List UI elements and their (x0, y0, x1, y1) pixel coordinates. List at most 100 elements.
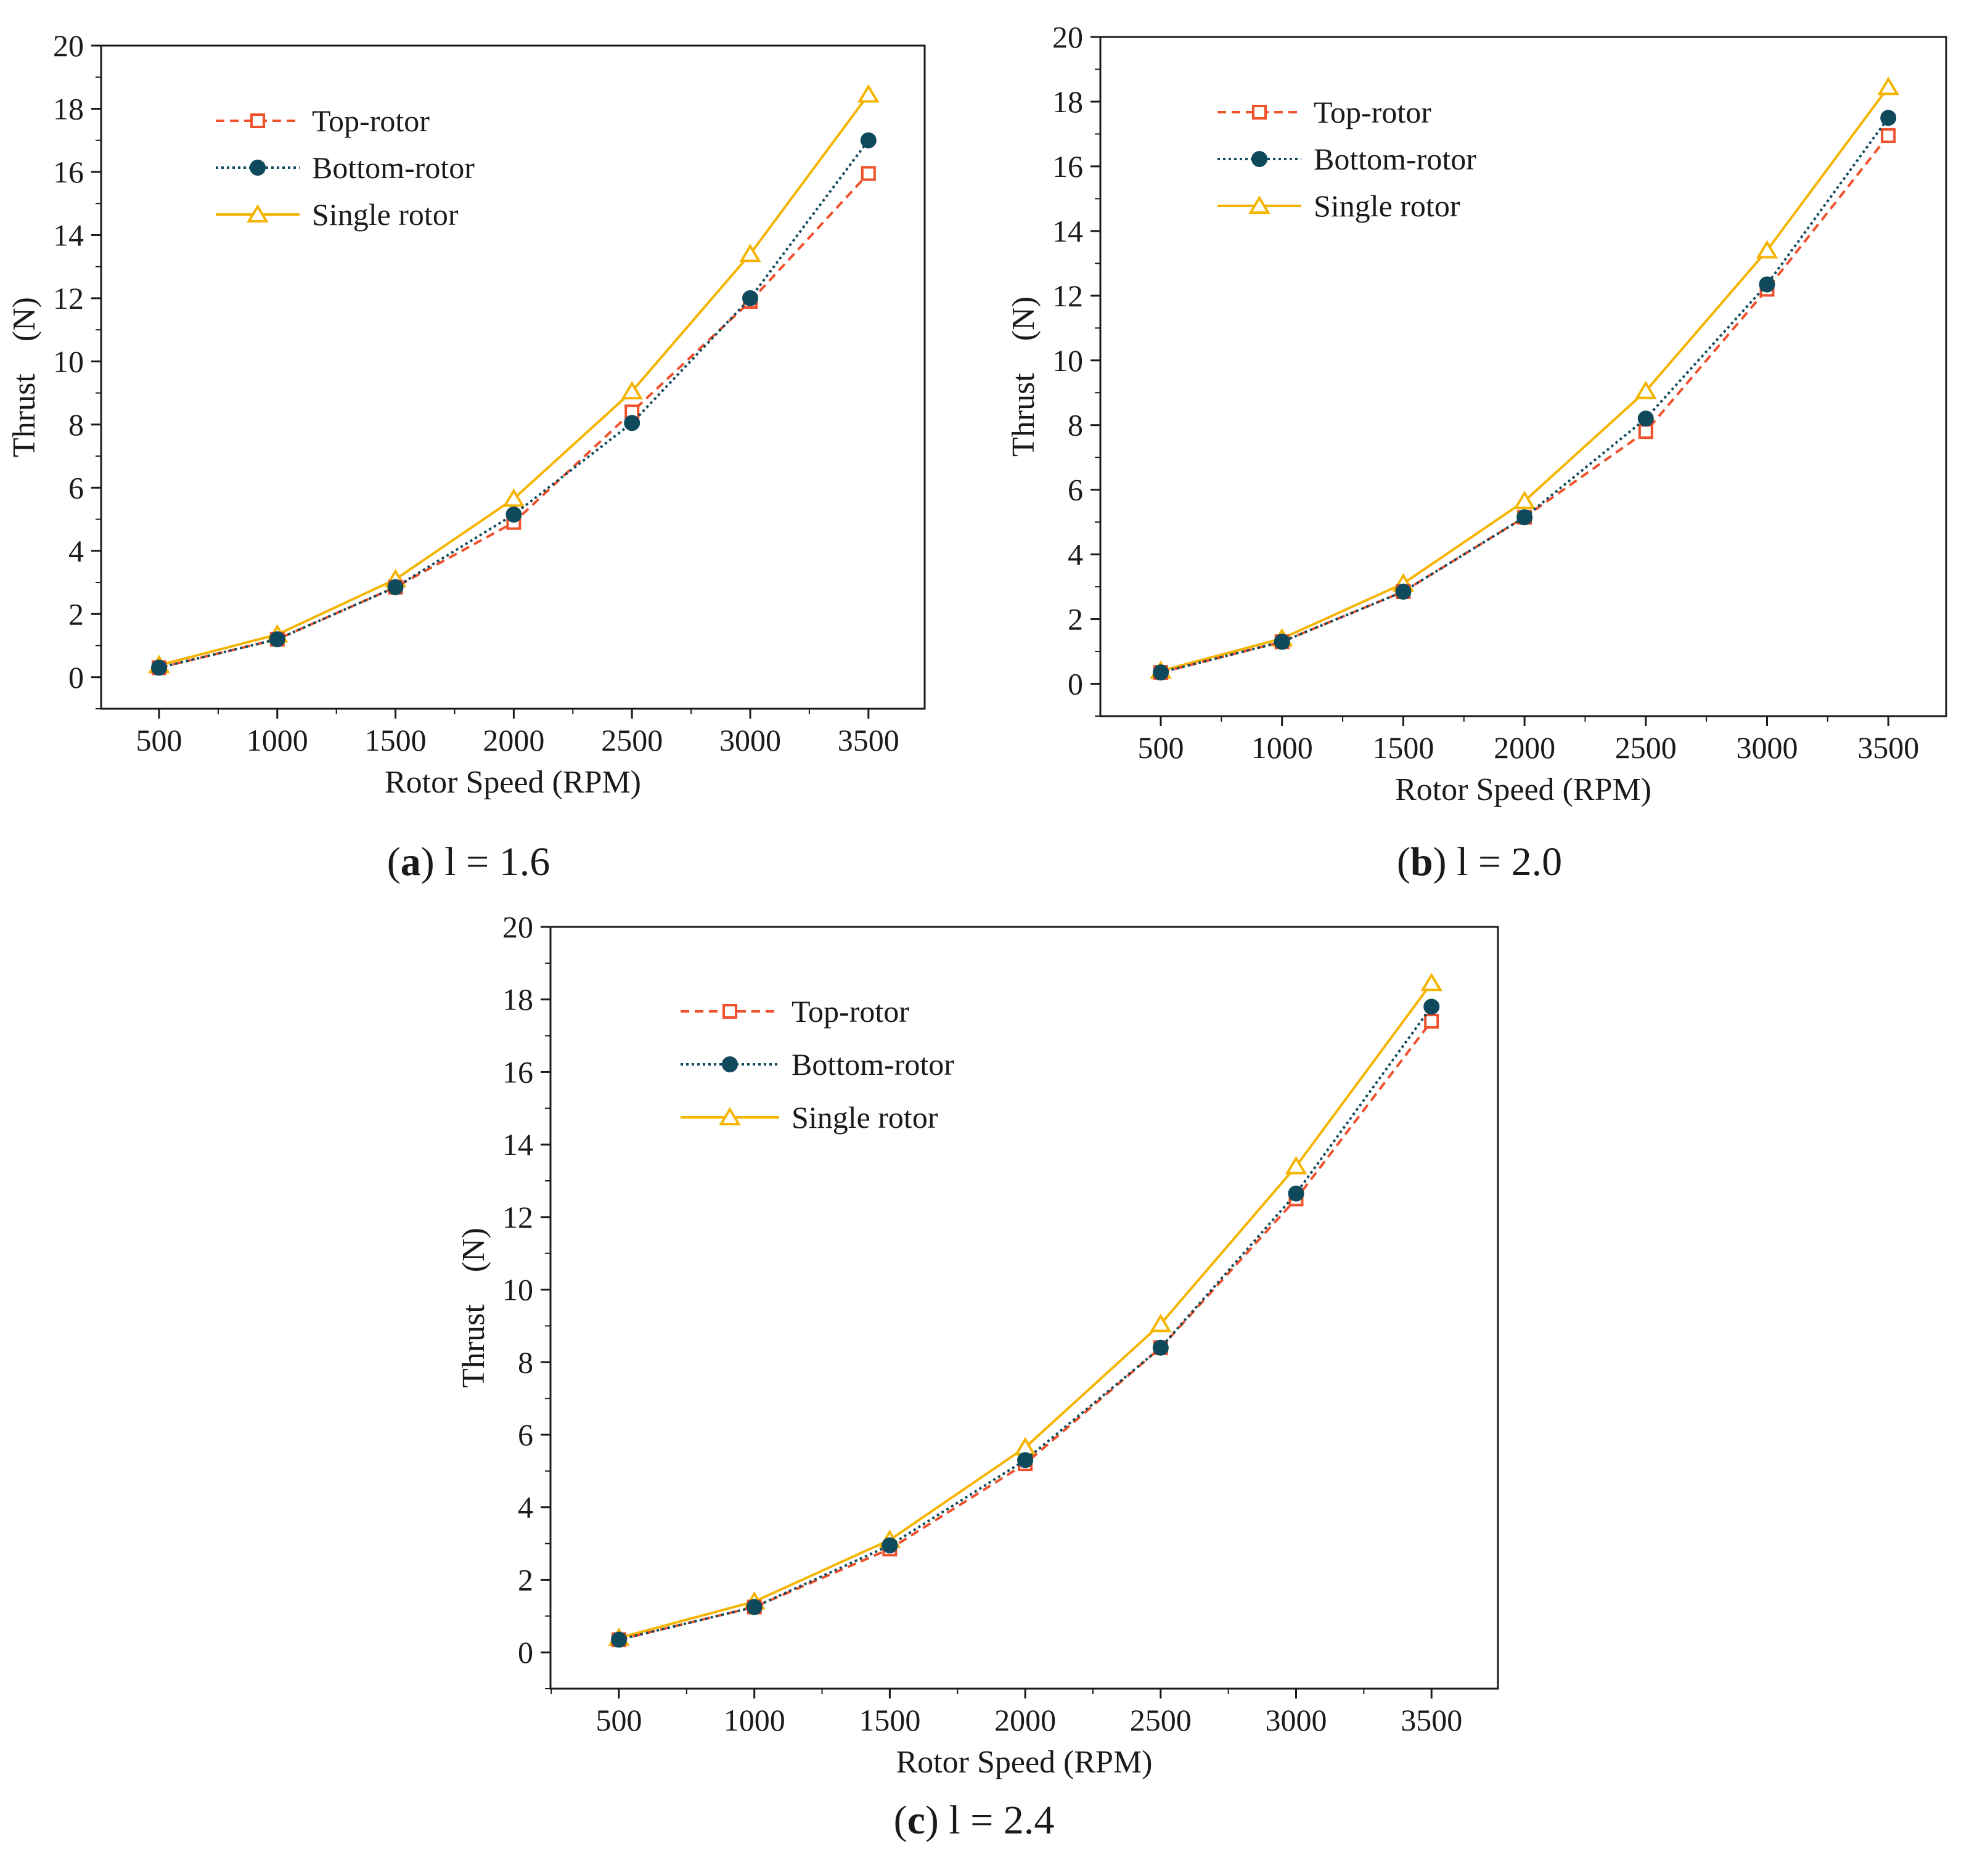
x-tick-label: 500 (1138, 730, 1184, 765)
single-rotor-point (857, 84, 880, 103)
series-single-rotor (1150, 76, 1900, 679)
y-tick-label: 12 (53, 281, 84, 316)
legend-top-rotor-marker (250, 113, 265, 128)
y-tick-label: 8 (68, 407, 84, 442)
legend-single-rotor-marker (247, 204, 269, 223)
y-tick-label: 16 (502, 1054, 533, 1089)
top-rotor-point (1881, 128, 1896, 144)
single-rotor-point (1420, 973, 1443, 992)
bottom-rotor-point (860, 132, 877, 149)
series-bottom-rotor (1153, 110, 1897, 681)
chart-panel-c: 0 2 4 6 8 10 12 14 16 18 20 500 1000 1500 2000 2500 3000… (456, 910, 1499, 1843)
caption-letter: a (401, 839, 421, 884)
plot-frame (1099, 36, 1947, 717)
panel-caption: (c) l = 2.4 (894, 1798, 1055, 1843)
legend-bottom-rotor-label: Bottom-rotor (312, 150, 475, 185)
y-tick-label: 4 (518, 1490, 533, 1525)
y-tick-label: 6 (1068, 473, 1083, 507)
bottom-rotor-point (1423, 998, 1440, 1015)
plot-frame (100, 44, 926, 710)
bottom-rotor-point (151, 659, 167, 676)
bottom-rotor-point (269, 631, 285, 648)
single-rotor-point (1285, 1156, 1307, 1175)
plot-frame (549, 926, 1499, 1690)
single-rotor-point (1877, 76, 1900, 96)
x-tick-label: 1500 (365, 723, 427, 757)
series-single-rotor (608, 973, 1443, 1646)
x-tick-label: 2000 (994, 1703, 1056, 1737)
legend-top-rotor-label: Top-rotor (312, 104, 430, 138)
x-tick-label: 1000 (1251, 730, 1313, 765)
top-rotor-line (618, 1020, 1433, 1641)
bottom-rotor-point (1017, 1452, 1034, 1469)
y-tick-label: 20 (502, 910, 533, 944)
caption-text: l = 2.0 (1457, 839, 1562, 884)
y-axis-title: Thrust (N) (7, 297, 42, 457)
top-rotor-point (1638, 424, 1653, 439)
x-tick-label: 3000 (1266, 1703, 1327, 1737)
single-rotor-point (502, 488, 525, 507)
x-tick-label: 3000 (719, 723, 781, 757)
bottom-rotor-point (505, 506, 522, 523)
series-top-rotor (152, 166, 876, 675)
x-tick-label: 3500 (838, 723, 899, 757)
x-tick-label: 1500 (1372, 730, 1434, 765)
y-axis-title: Thrust (N) (1006, 296, 1041, 457)
single-rotor-point (739, 243, 761, 263)
legend-single-rotor-label: Single rotor (312, 197, 459, 232)
x-tick-label: 3000 (1737, 730, 1798, 765)
top-rotor-point (861, 166, 876, 181)
legend-top-rotor-marker (722, 1004, 737, 1019)
bottom-rotor-point (1880, 110, 1897, 126)
y-tick-label: 2 (1068, 602, 1083, 637)
y-tick-label: 12 (1052, 279, 1083, 313)
y-tick-label: 8 (518, 1345, 533, 1379)
y-tick-label: 0 (1068, 667, 1083, 701)
y-tick-label: 4 (68, 534, 84, 568)
x-tick-label: 2500 (1615, 730, 1677, 765)
bottom-rotor-line (618, 1006, 1433, 1641)
x-tick-label: 1500 (859, 1703, 920, 1737)
legend-single-rotor-marker (719, 1107, 741, 1126)
y-tick-label: 12 (502, 1200, 533, 1234)
legend-top-rotor-marker (1252, 105, 1267, 120)
y-tick-label: 2 (518, 1562, 533, 1597)
legend-bottom-rotor-marker (722, 1056, 738, 1072)
bottom-rotor-point (742, 290, 758, 306)
panel-caption: (a) l = 1.6 (387, 839, 550, 884)
y-tick-label: 20 (53, 28, 84, 63)
legend-bottom-rotor-marker (250, 160, 266, 176)
x-tick-label: 2000 (483, 723, 544, 757)
legend-single-rotor-marker (1248, 195, 1270, 214)
y-tick-label: 20 (1052, 20, 1083, 54)
top-rotor-point (1424, 1014, 1439, 1029)
single-rotor-point (621, 381, 644, 400)
y-tick-label: 14 (502, 1127, 533, 1162)
y-tick-label: 4 (1068, 537, 1083, 572)
single-rotor-point (1513, 491, 1536, 510)
y-tick-label: 2 (68, 597, 84, 631)
y-tick-label: 6 (68, 470, 84, 505)
bottom-rotor-point (387, 579, 404, 595)
legend-bottom-rotor-label: Bottom-rotor (792, 1047, 954, 1082)
y-axis-title: Thrust (N) (456, 1228, 491, 1388)
bottom-rotor-point (1759, 276, 1775, 293)
series-bottom-rotor (151, 132, 877, 676)
chart-panel-a: 0 2 4 6 8 10 12 14 16 18 20 500 1000 1500 2000 2500 3000… (7, 28, 926, 884)
y-tick-label: 6 (518, 1417, 533, 1452)
x-tick-label: 3500 (1401, 1703, 1462, 1737)
y-tick-label: 10 (53, 344, 84, 378)
single-rotor-point (1149, 1313, 1172, 1332)
x-tick-label: 500 (596, 1703, 642, 1737)
y-tick-label: 16 (1052, 149, 1083, 184)
bottom-rotor-point (1288, 1185, 1304, 1202)
bottom-rotor-point (1274, 634, 1290, 650)
y-tick-label: 10 (502, 1273, 533, 1307)
top-rotor-line (1160, 134, 1889, 674)
x-tick-label: 1000 (724, 1703, 785, 1737)
y-tick-label: 0 (68, 660, 84, 695)
legend-top-rotor-label: Top-rotor (1314, 95, 1431, 129)
y-tick-label: 14 (53, 218, 84, 252)
x-axis-title: Rotor Speed (RPM) (896, 1745, 1153, 1780)
legend: Top-rotor Bottom-rotor Single rotor (216, 104, 475, 232)
